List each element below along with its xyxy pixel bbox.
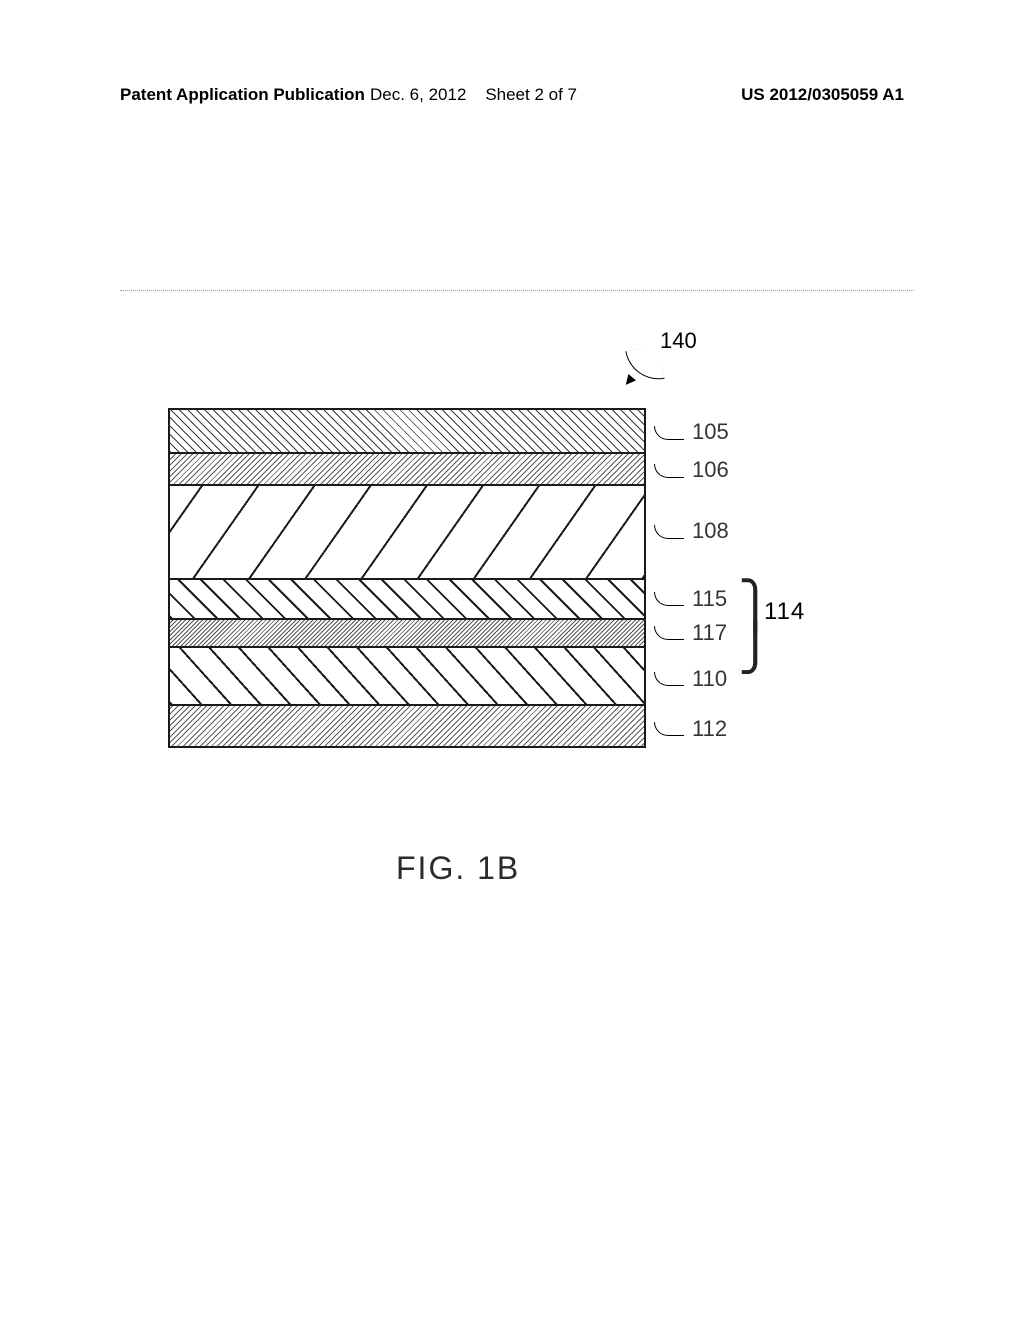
layer-117 bbox=[170, 618, 644, 646]
layer-110 bbox=[170, 646, 644, 704]
layer-label-112: 112 bbox=[692, 716, 727, 742]
reference-arrow-tip-icon bbox=[622, 374, 636, 388]
layer-label-106: 106 bbox=[692, 457, 729, 483]
layer-label-117: 117 bbox=[692, 620, 727, 646]
header-right: US 2012/0305059 A1 bbox=[741, 85, 904, 105]
layer-108 bbox=[170, 484, 644, 578]
leader-112 bbox=[654, 722, 684, 736]
bracket-label: 114 bbox=[764, 598, 805, 626]
layer-105 bbox=[170, 410, 644, 452]
figure-area: 140 105106108115117110112 ⎫ ⎭ 114 FIG. 1… bbox=[0, 290, 1024, 1070]
layer-label-108: 108 bbox=[692, 518, 729, 544]
figure-top-rule bbox=[120, 290, 914, 291]
header-left: Patent Application Publication bbox=[120, 85, 365, 105]
layer-112 bbox=[170, 704, 644, 748]
leader-117 bbox=[654, 626, 684, 640]
header-date: Dec. 6, 2012 bbox=[370, 85, 466, 104]
leader-115 bbox=[654, 592, 684, 606]
layer-label-110: 110 bbox=[692, 666, 727, 692]
layer-stack bbox=[168, 408, 646, 748]
header-sheet: Sheet 2 of 7 bbox=[485, 85, 577, 104]
leader-110 bbox=[654, 672, 684, 686]
layer-115 bbox=[170, 578, 644, 618]
layer-label-115: 115 bbox=[692, 586, 727, 612]
leader-105 bbox=[654, 426, 684, 440]
reference-label-140: 140 bbox=[660, 328, 697, 354]
header-mid-date: Dec. 6, 2012 Sheet 2 of 7 bbox=[370, 85, 577, 105]
bracket-bottom-icon: ⎭ bbox=[738, 624, 773, 670]
figure-caption: FIG. 1B bbox=[396, 850, 520, 887]
leader-106 bbox=[654, 464, 684, 478]
layer-label-105: 105 bbox=[692, 419, 729, 445]
layer-106 bbox=[170, 452, 644, 484]
leader-108 bbox=[654, 525, 684, 539]
